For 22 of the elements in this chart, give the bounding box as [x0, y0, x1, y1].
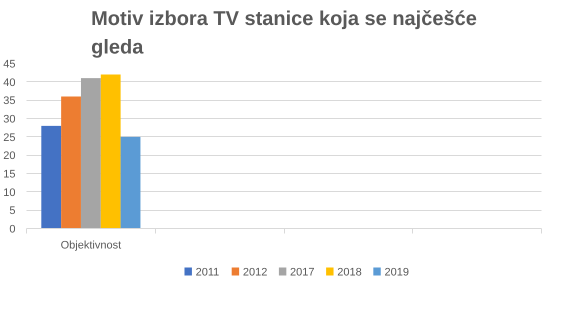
legend-label: 2011: [196, 266, 220, 278]
y-tick-label: 25: [3, 132, 16, 144]
bar: [41, 126, 62, 228]
bar: [100, 74, 121, 228]
y-tick-label: 5: [9, 205, 16, 218]
legend-label: 2018: [337, 266, 362, 278]
y-tick-label: 0: [9, 224, 16, 236]
y-tick-label: 35: [3, 95, 16, 108]
bar: [80, 78, 101, 228]
y-tick-label: 20: [3, 150, 16, 162]
bar: [120, 136, 140, 228]
legend-label: 2017: [290, 266, 315, 278]
chart-title: Motiv izbora TV stanice koja se najčešće gleda: [91, 8, 477, 58]
y-tick-label: 15: [3, 168, 16, 180]
bar: [61, 96, 81, 228]
y-tick-label: 30: [3, 114, 16, 126]
y-tick-label: 40: [3, 76, 16, 89]
y-tick-label: 10: [3, 186, 16, 199]
legend-label: 2012: [242, 266, 268, 278]
x-tick-label: Objektivnost: [60, 240, 122, 252]
legend-label: 2019: [384, 266, 409, 278]
y-tick-label: 45: [3, 58, 16, 70]
